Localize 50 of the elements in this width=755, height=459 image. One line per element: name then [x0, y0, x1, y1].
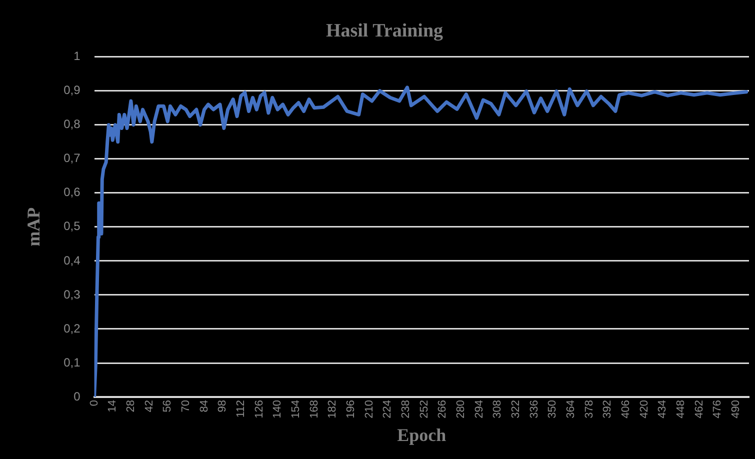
x-tick-label: 238	[400, 400, 412, 418]
x-tick-label: 140	[272, 400, 284, 418]
x-tick-label: 336	[528, 400, 540, 418]
x-tick-label: 168	[308, 400, 320, 418]
x-tick-label: 322	[510, 400, 522, 418]
x-tick-label: 364	[564, 400, 577, 418]
y-tick-label: 0,4	[64, 253, 81, 268]
x-tick-label: 0	[88, 400, 100, 406]
x-tick-label: 280	[454, 400, 467, 418]
x-tick-label: 70	[180, 400, 192, 412]
x-tick-label: 350	[546, 400, 559, 418]
x-tick-label: 182	[326, 400, 339, 418]
y-tick-label: 0,7	[64, 151, 81, 166]
y-tick-label: 0	[74, 389, 81, 404]
x-tick-label: 406	[620, 400, 632, 418]
x-tick-label: 98	[216, 400, 229, 412]
y-tick-label: 0,1	[64, 355, 81, 370]
x-tick-label: 462	[693, 400, 706, 418]
x-tick-label: 490	[730, 400, 742, 418]
x-tick-label: 84	[198, 400, 210, 412]
x-tick-label: 210	[363, 400, 376, 418]
x-tick-label: 392	[602, 400, 614, 418]
x-tick-label: 434	[656, 400, 669, 418]
x-tick-label: 42	[143, 400, 156, 412]
x-tick-label: 308	[492, 400, 504, 418]
x-tick-label: 224	[382, 400, 394, 418]
chart-title: Hasil Training	[326, 20, 444, 42]
x-tick-label: 266	[436, 400, 449, 418]
x-axis-title: Epoch	[397, 424, 446, 445]
x-tick-label: 476	[712, 400, 724, 418]
x-tick-label: 14	[106, 400, 119, 412]
y-tick-label: 0,6	[64, 185, 81, 200]
x-tick-label: 252	[418, 400, 430, 418]
x-tick-label: 294	[473, 400, 486, 418]
y-tick-label: 0,3	[64, 287, 81, 302]
x-tick-label: 420	[638, 400, 650, 418]
y-tick-label: 0,2	[64, 321, 81, 336]
y-tick-label: 0,8	[64, 117, 81, 132]
x-tick-label: 154	[290, 400, 302, 418]
x-tick-label: 28	[124, 400, 137, 412]
y-axis-title: mAP	[23, 207, 44, 246]
y-tick-label: 0,5	[64, 219, 81, 234]
y-tick-label: 1	[74, 49, 81, 64]
x-tick-label: 196	[344, 400, 357, 418]
x-tick-label: 126	[253, 400, 266, 418]
x-tick-label: 112	[234, 400, 247, 418]
x-tick-label: 56	[162, 400, 174, 412]
y-tick-label: 0,9	[64, 83, 81, 98]
x-tick-label: 378	[583, 400, 596, 418]
x-tick-label: 448	[674, 400, 687, 418]
